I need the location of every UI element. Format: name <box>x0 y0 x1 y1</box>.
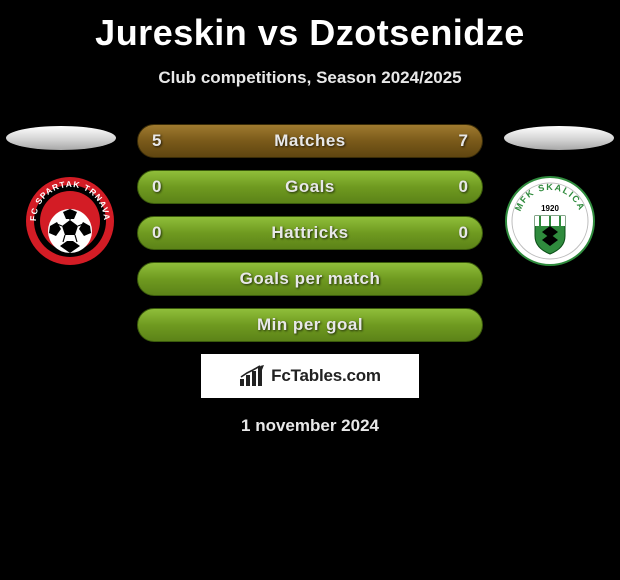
stat-row-gpm: Goals per match <box>0 262 620 296</box>
subtitle: Club competitions, Season 2024/2025 <box>0 68 620 88</box>
stat-label: Goals <box>285 177 335 197</box>
stat-label: Hattricks <box>271 223 348 243</box>
mfk-skalica-crest: MFK SKALICA 1920 <box>500 176 600 266</box>
stat-label: Matches <box>274 131 346 151</box>
stat-right-value: 0 <box>459 177 468 197</box>
stat-left-value: 0 <box>152 177 161 197</box>
stat-left-value: 0 <box>152 223 161 243</box>
stat-bar: Min per goal <box>137 308 483 342</box>
page-title: Jureskin vs Dzotsenidze <box>0 0 620 54</box>
stat-right-value: 0 <box>459 223 468 243</box>
branding-text: FcTables.com <box>271 366 381 386</box>
stat-row-mpg: Min per goal <box>0 308 620 342</box>
stat-bar: Goals per match <box>137 262 483 296</box>
fctables-icon <box>239 365 265 387</box>
svg-text:1920: 1920 <box>541 204 559 213</box>
spartak-trnava-crest: FC SPARTAK TRNAVA <box>20 176 120 266</box>
stat-bar: 0 Goals 0 <box>137 170 483 204</box>
stat-label: Min per goal <box>257 315 363 335</box>
branding-box: FcTables.com <box>201 354 419 398</box>
player-left-pedestal <box>6 126 116 150</box>
stat-label: Goals per match <box>240 269 381 289</box>
stat-bar: 5 Matches 7 <box>137 124 483 158</box>
stat-left-value: 5 <box>152 131 161 151</box>
stat-bar: 0 Hattricks 0 <box>137 216 483 250</box>
date-text: 1 november 2024 <box>0 416 620 436</box>
stat-right-value: 7 <box>459 131 468 151</box>
player-right-pedestal <box>504 126 614 150</box>
